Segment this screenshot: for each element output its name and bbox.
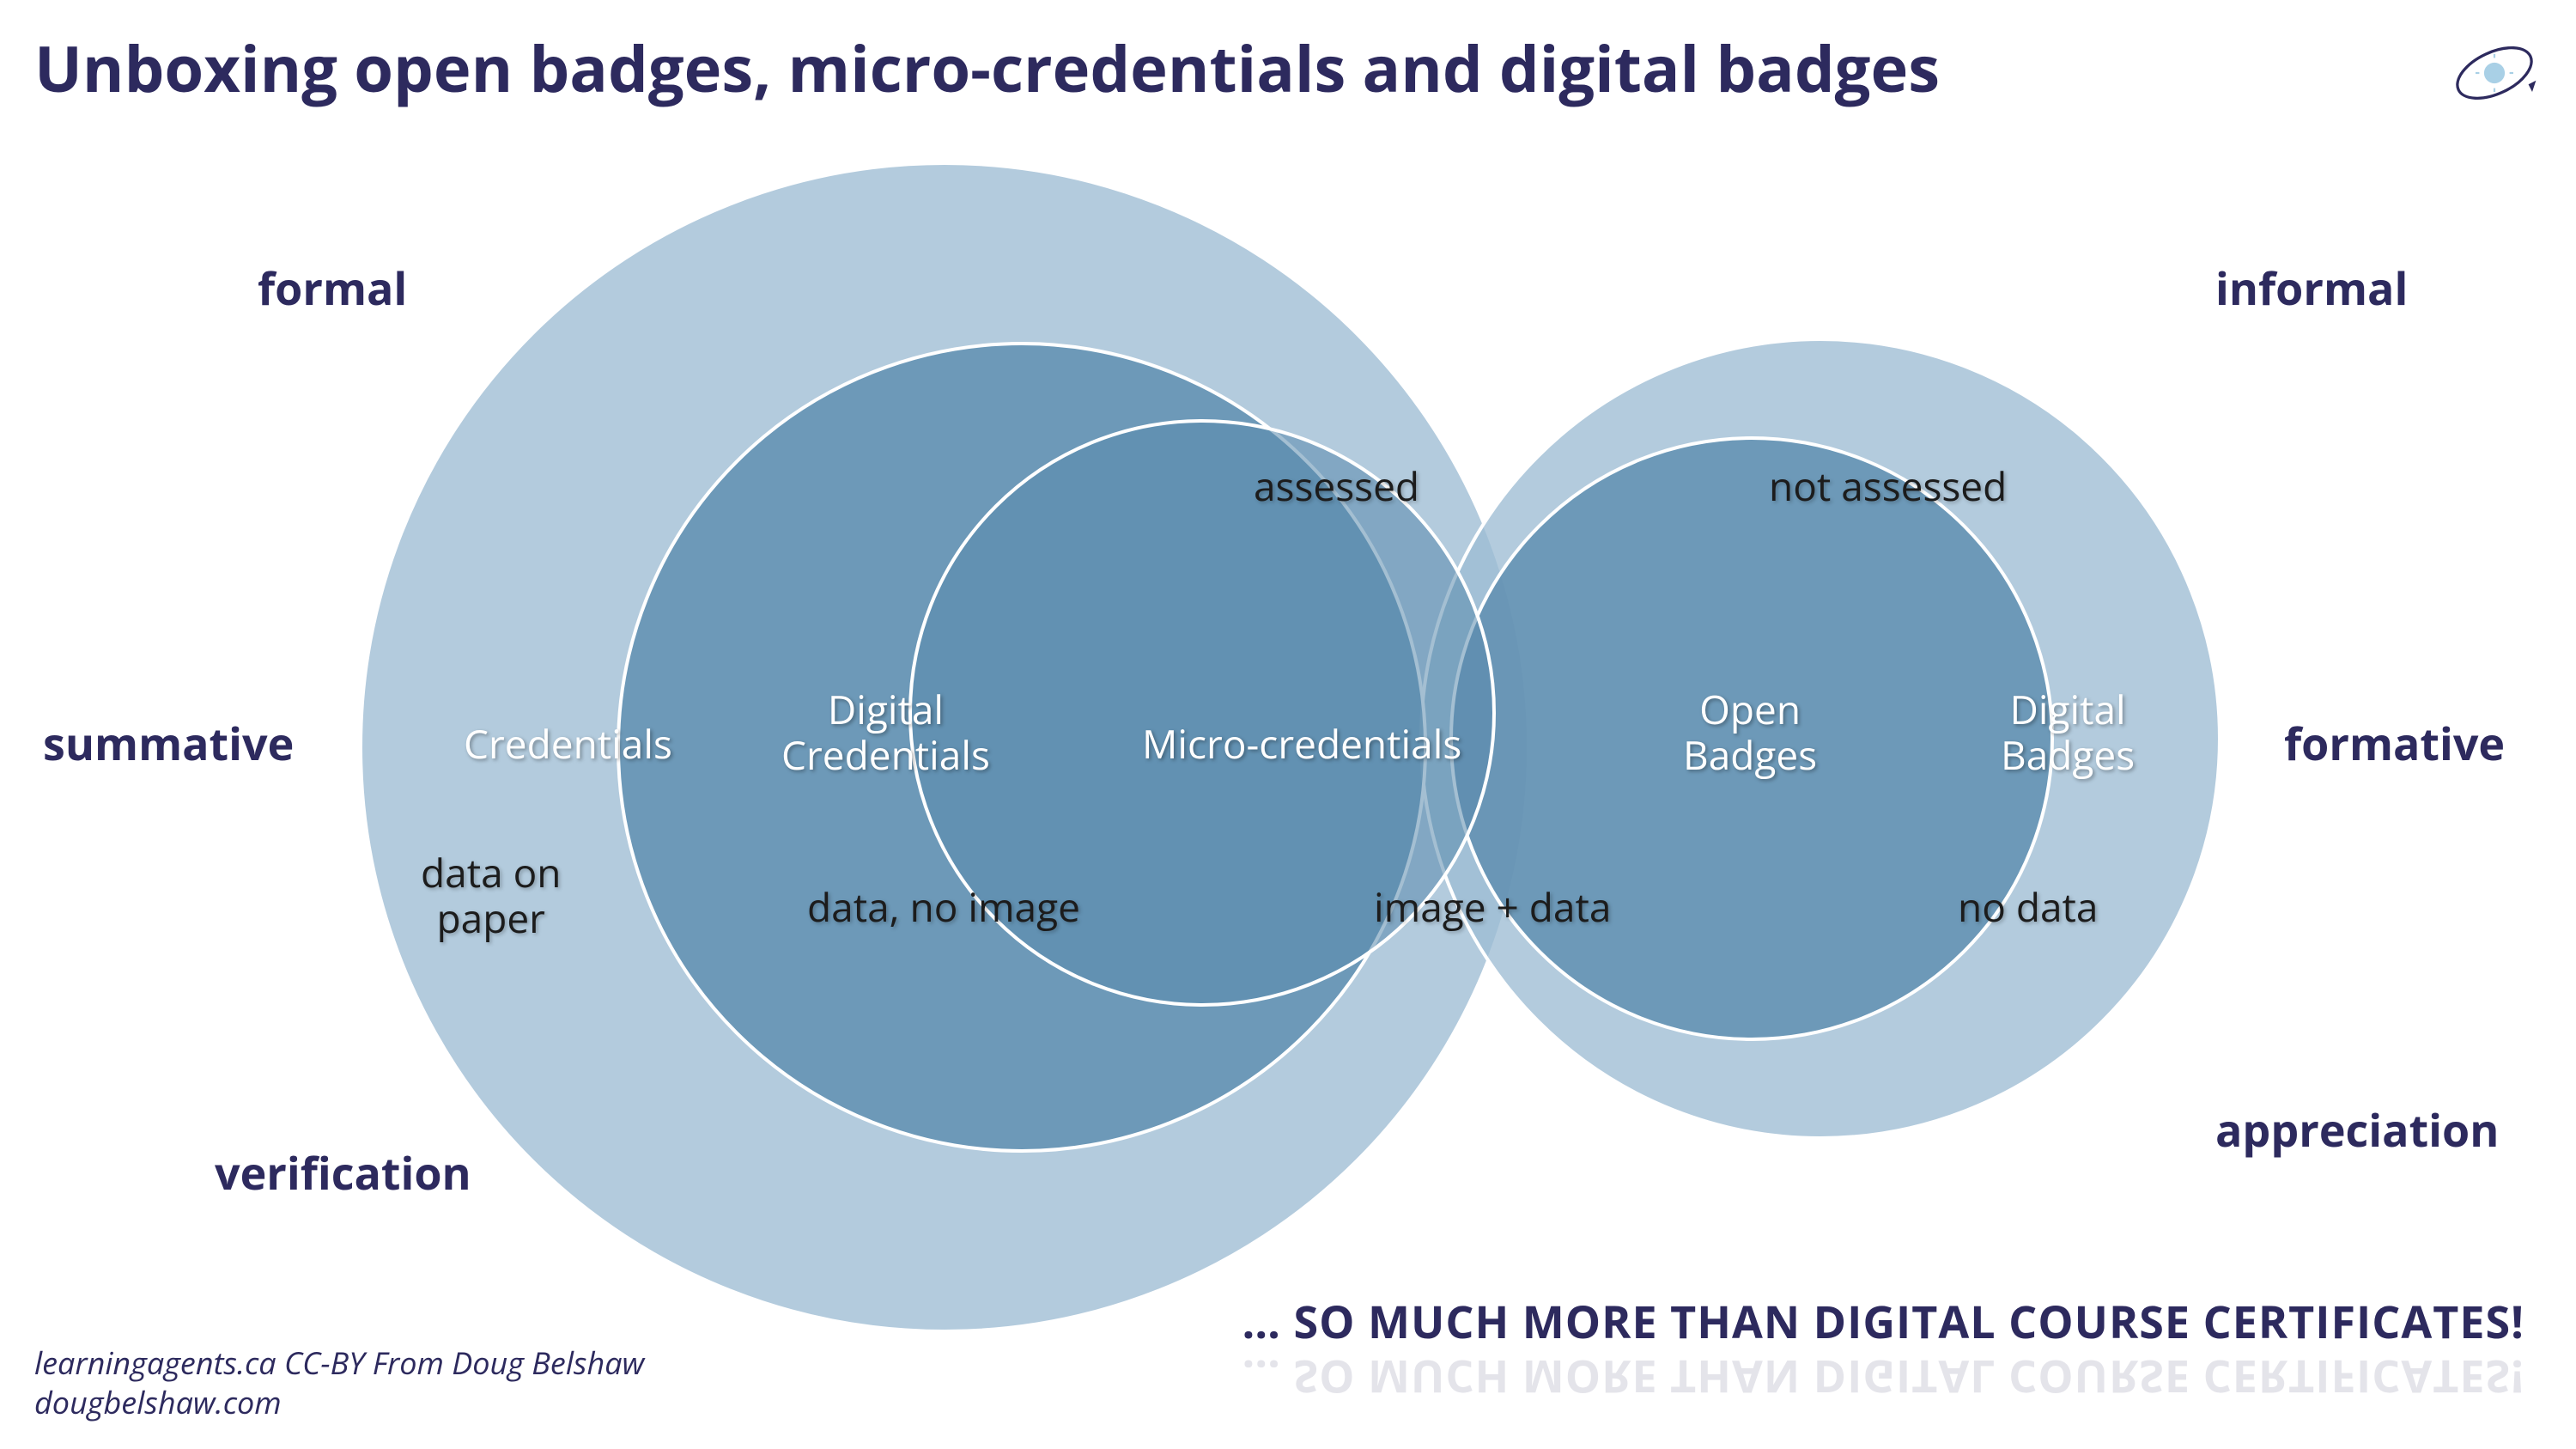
label-micro-credentials: Micro-credentials — [1142, 721, 1461, 767]
credit-line-1: learningagents.ca CC-BY From Doug Belsha… — [34, 1342, 644, 1384]
label-assessed: assessed — [1254, 464, 1419, 509]
label-credentials: Credentials — [464, 721, 672, 767]
side-summative: summative — [43, 713, 294, 774]
label-no-data: no data — [1958, 885, 2099, 930]
side-informal: informal — [2215, 258, 2408, 319]
label-image-plus-data: image + data — [1374, 885, 1611, 930]
side-formal: formal — [258, 258, 407, 319]
label-digital-badges: DigitalBadges — [2001, 687, 2135, 778]
side-appreciation: appreciation — [2215, 1099, 2499, 1160]
label-not-assessed: not assessed — [1769, 464, 2007, 509]
tagline-block: … SO MUCH MORE THAN DIGITAL COURSE CERTI… — [1242, 1291, 2524, 1408]
label-digital-credentials: DigitalCredentials — [781, 687, 990, 778]
credit-line-2: dougbelshaw.com — [34, 1381, 282, 1423]
side-verification: verification — [215, 1142, 471, 1203]
label-open-badges: OpenBadges — [1683, 687, 1817, 778]
side-formative: formative — [2284, 713, 2505, 774]
tagline-reflection: … SO MUCH MORE THAN DIGITAL COURSE CERTI… — [1242, 1347, 2524, 1408]
label-data-no-image: data, no image — [807, 885, 1080, 930]
label-data-on-paper: data onpaper — [421, 850, 562, 941]
tagline-text: … SO MUCH MORE THAN DIGITAL COURSE CERTI… — [1242, 1291, 2524, 1352]
